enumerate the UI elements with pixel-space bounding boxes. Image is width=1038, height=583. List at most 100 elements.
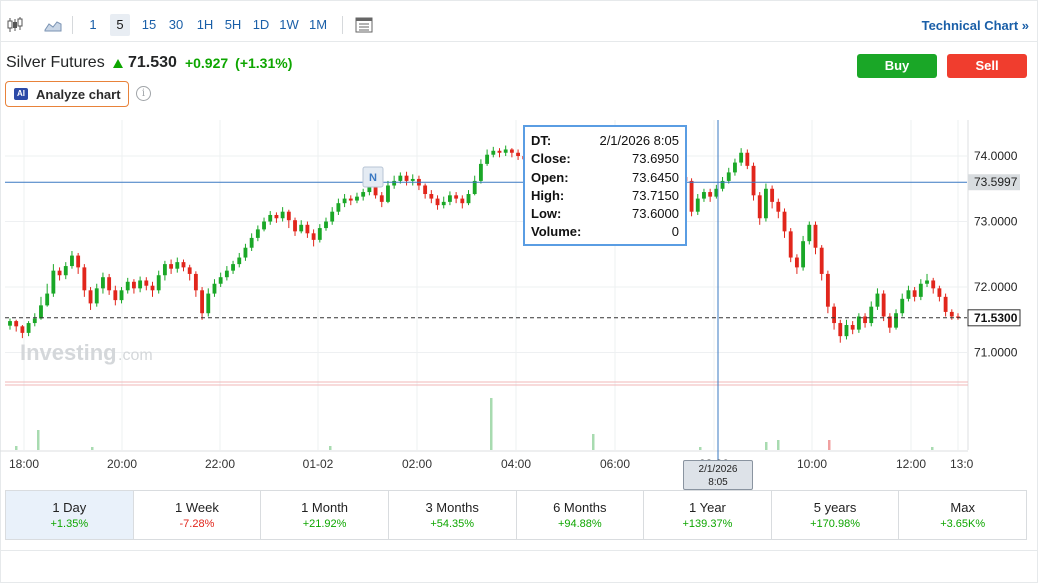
period-change: +54.35% bbox=[430, 518, 475, 530]
candle-body bbox=[262, 221, 266, 230]
last-price-label: 71.5300 bbox=[974, 311, 1018, 325]
candle-body bbox=[293, 220, 297, 232]
period-1-day[interactable]: 1 Day +1.35% bbox=[6, 491, 134, 539]
candle-body bbox=[82, 267, 87, 291]
interval-5h[interactable]: 5H bbox=[224, 17, 242, 32]
candle-body bbox=[850, 325, 855, 330]
volume-bar bbox=[777, 440, 780, 450]
ohlc-tooltip: DT: 2/1/2026 8:05 Close: 73.6950 Open: 73.645… bbox=[523, 125, 687, 246]
candle-body bbox=[794, 257, 799, 268]
info-icon[interactable]: i bbox=[136, 86, 151, 101]
volume-bar bbox=[37, 430, 40, 450]
candle-body bbox=[702, 192, 706, 199]
period-1-week[interactable]: 1 Week -7.28% bbox=[134, 491, 262, 539]
buy-button[interactable]: Buy bbox=[857, 54, 937, 78]
volume-bar bbox=[828, 440, 831, 450]
tooltip-row: Low: 73.6000 bbox=[531, 205, 679, 223]
interval-30[interactable]: 30 bbox=[168, 17, 184, 32]
candle-body bbox=[423, 185, 428, 195]
candle-body bbox=[70, 255, 74, 267]
period-label: 1 Year bbox=[689, 500, 726, 515]
period-label: 1 Week bbox=[175, 500, 219, 515]
interval-1h[interactable]: 1H bbox=[196, 17, 214, 32]
candle-body bbox=[107, 277, 112, 291]
candle-body bbox=[925, 280, 929, 284]
candle-body bbox=[274, 214, 279, 219]
candle-body bbox=[943, 296, 948, 312]
interval-5[interactable]: 5 bbox=[110, 14, 130, 36]
interval-1d[interactable]: 1D bbox=[252, 17, 270, 32]
period-change: +139.37% bbox=[682, 518, 733, 530]
tooltip-value: 2/1/2026 8:05 bbox=[599, 133, 679, 148]
price-chart[interactable]: Investing .com N 74.0000 73.0000 72.0000 71.00… bbox=[0, 120, 1038, 490]
toolbar-divider bbox=[342, 16, 343, 34]
candle-body bbox=[757, 195, 762, 219]
candle-body bbox=[906, 290, 911, 299]
interval-1m[interactable]: 1M bbox=[308, 17, 328, 32]
crosshair-price-box bbox=[968, 174, 1020, 191]
news-marker bbox=[362, 166, 384, 188]
tooltip-row: DT: 2/1/2026 8:05 bbox=[531, 132, 679, 150]
candle-body bbox=[237, 257, 242, 265]
y-tick-label: 71.0000 bbox=[974, 346, 1018, 360]
sell-button[interactable]: Sell bbox=[947, 54, 1027, 78]
candle-body bbox=[156, 275, 161, 291]
volume-bar bbox=[699, 447, 702, 450]
candle-body bbox=[255, 229, 260, 238]
candle-body bbox=[844, 325, 849, 337]
period-3-months[interactable]: 3 Months +54.35% bbox=[389, 491, 517, 539]
chart-toolbar: 1 5 15 30 1H 5H 1D 1W 1M Technical Chart » bbox=[0, 8, 1038, 42]
candle-body bbox=[187, 267, 192, 274]
candle-body bbox=[733, 162, 737, 173]
candle-body bbox=[949, 311, 954, 317]
candle-body bbox=[144, 280, 149, 286]
candle-body bbox=[776, 201, 781, 212]
period-6-months[interactable]: 6 Months +94.88% bbox=[517, 491, 645, 539]
technical-chart-link[interactable]: Technical Chart » bbox=[921, 18, 1029, 33]
period-1-month[interactable]: 1 Month +21.92% bbox=[261, 491, 389, 539]
candle-body bbox=[881, 293, 886, 317]
area-chart-icon[interactable] bbox=[42, 14, 64, 36]
divider bbox=[0, 550, 1038, 551]
period-max[interactable]: Max +3.65K% bbox=[899, 491, 1026, 539]
candle-body bbox=[26, 323, 31, 333]
candle-body bbox=[875, 293, 880, 307]
analyze-chart-button[interactable]: AI Analyze chart bbox=[5, 81, 129, 107]
period-5-years[interactable]: 5 years +170.98% bbox=[772, 491, 900, 539]
tooltip-row: Volume: 0 bbox=[531, 223, 679, 241]
news-marker-label: N bbox=[369, 172, 377, 184]
interval-15[interactable]: 15 bbox=[141, 17, 157, 32]
last-price: 71.530 bbox=[128, 54, 177, 71]
candle-body bbox=[509, 149, 514, 153]
interval-1w[interactable]: 1W bbox=[279, 17, 299, 32]
candle-body bbox=[472, 180, 477, 195]
candle-body bbox=[813, 224, 818, 248]
interval-1[interactable]: 1 bbox=[89, 17, 97, 32]
candle-body bbox=[169, 264, 174, 269]
crosshair-price-label: 73.5997 bbox=[974, 175, 1018, 189]
tooltip-value: 73.6950 bbox=[632, 151, 679, 167]
candle-body bbox=[113, 290, 118, 301]
table-view-icon[interactable] bbox=[353, 14, 375, 36]
investing-watermark: Investing bbox=[20, 340, 117, 365]
candle-body bbox=[20, 326, 25, 333]
candle-body bbox=[268, 214, 273, 222]
candle-body bbox=[88, 290, 93, 304]
candle-body bbox=[243, 247, 248, 258]
candle-body bbox=[956, 316, 960, 318]
candle-body bbox=[770, 188, 775, 202]
candle-body bbox=[937, 288, 942, 297]
candle-body bbox=[410, 178, 415, 181]
period-change: +1.35% bbox=[50, 518, 89, 530]
candle-body bbox=[119, 290, 124, 301]
candle-body bbox=[355, 196, 359, 201]
candle-body bbox=[101, 277, 105, 289]
candlestick-chart-icon[interactable] bbox=[4, 14, 26, 36]
tooltip-value: 73.6000 bbox=[632, 206, 679, 222]
candle-body bbox=[708, 192, 713, 197]
period-change: -7.28% bbox=[179, 518, 215, 530]
candle-body bbox=[231, 264, 235, 271]
candle-body bbox=[441, 201, 446, 206]
candle-body bbox=[392, 180, 397, 186]
period-1-year[interactable]: 1 Year +139.37% bbox=[644, 491, 772, 539]
